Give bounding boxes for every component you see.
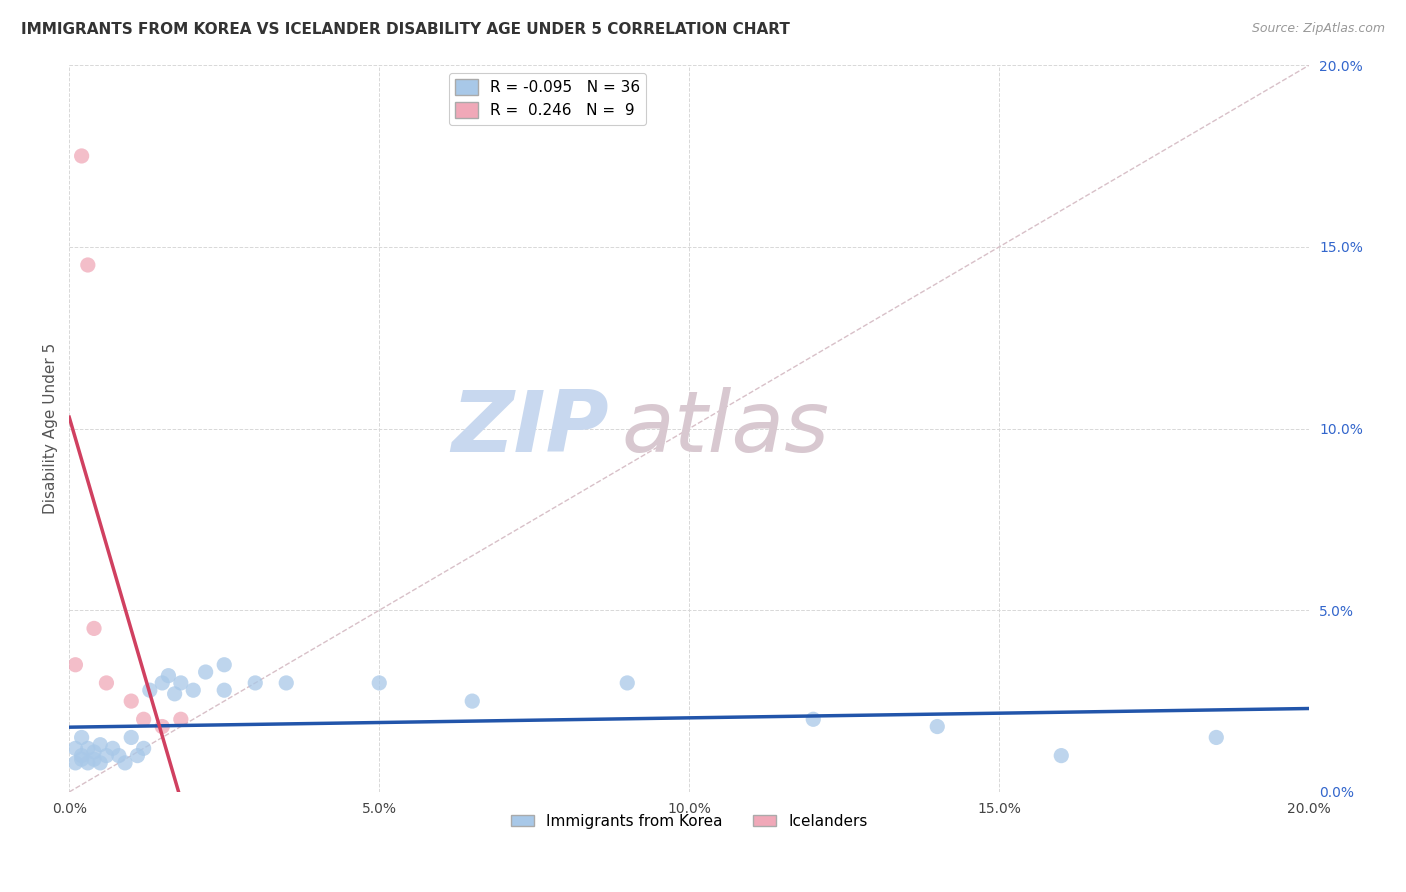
Point: [163, 687, 186, 701]
Point: [616, 676, 638, 690]
Point: [170, 712, 193, 726]
Point: [132, 741, 155, 756]
Legend: Immigrants from Korea, Icelanders: Immigrants from Korea, Icelanders: [505, 808, 873, 835]
Point: [83, 622, 105, 636]
Point: [89, 756, 111, 770]
Point: [212, 683, 235, 698]
Point: [76, 258, 98, 272]
Point: [70, 752, 93, 766]
Point: [96, 748, 118, 763]
Point: [114, 756, 136, 770]
Point: [150, 720, 173, 734]
Point: [157, 668, 180, 682]
Point: [96, 676, 118, 690]
Point: [461, 694, 484, 708]
Point: [70, 149, 93, 163]
Text: IMMIGRANTS FROM KOREA VS ICELANDER DISABILITY AGE UNDER 5 CORRELATION CHART: IMMIGRANTS FROM KOREA VS ICELANDER DISAB…: [21, 22, 790, 37]
Point: [212, 657, 235, 672]
Point: [1205, 731, 1227, 745]
Text: atlas: atlas: [621, 387, 830, 470]
Point: [65, 657, 87, 672]
Point: [101, 741, 124, 756]
Point: [65, 756, 87, 770]
Point: [120, 731, 142, 745]
Point: [83, 745, 105, 759]
Point: [120, 694, 142, 708]
Point: [132, 712, 155, 726]
Point: [83, 752, 105, 766]
Point: [368, 676, 391, 690]
Point: [76, 741, 98, 756]
Point: [76, 756, 98, 770]
Text: ZIP: ZIP: [451, 387, 609, 470]
Point: [181, 683, 204, 698]
Point: [276, 676, 298, 690]
Point: [108, 748, 131, 763]
Y-axis label: Disability Age Under 5: Disability Age Under 5: [44, 343, 58, 514]
Point: [70, 731, 93, 745]
Point: [245, 676, 267, 690]
Point: [89, 738, 111, 752]
Point: [1050, 748, 1073, 763]
Point: [70, 748, 93, 763]
Text: Source: ZipAtlas.com: Source: ZipAtlas.com: [1251, 22, 1385, 36]
Point: [194, 665, 217, 679]
Point: [150, 676, 173, 690]
Point: [801, 712, 824, 726]
Point: [927, 720, 949, 734]
Point: [65, 741, 87, 756]
Point: [170, 676, 193, 690]
Point: [139, 683, 162, 698]
Point: [127, 748, 149, 763]
